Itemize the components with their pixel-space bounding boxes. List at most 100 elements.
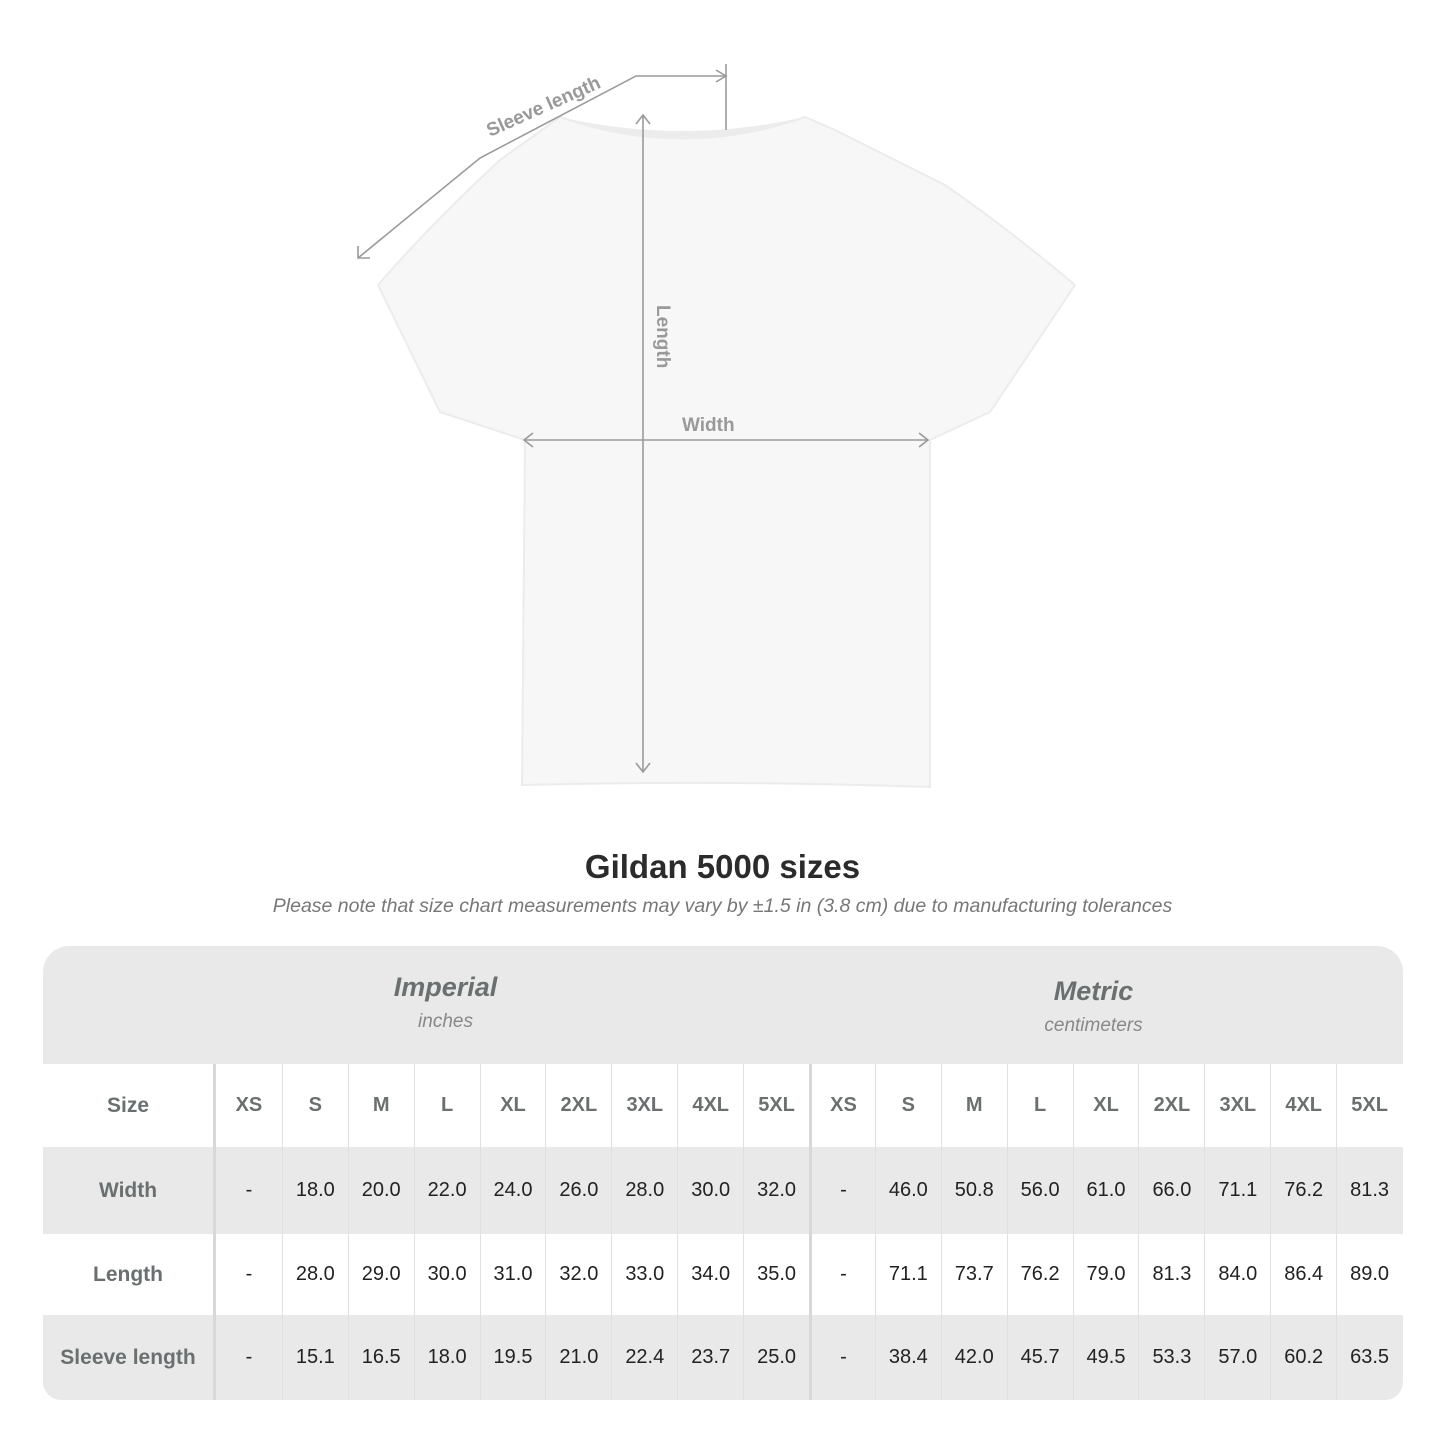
table-cell-imperial: 31.0 — [479, 1234, 546, 1315]
table-cell-metric: 71.1 — [874, 1234, 941, 1315]
length-label: Length — [652, 305, 673, 368]
size-header-metric: 3XL — [1204, 1064, 1270, 1147]
size-header-imperial: 5XL — [743, 1064, 809, 1147]
table-cell-metric: - — [809, 1315, 875, 1400]
size-header-metric: M — [940, 1064, 1007, 1147]
unit-header-band — [43, 946, 1403, 1064]
length-arrow-top — [635, 113, 651, 125]
table-cell-imperial: - — [245, 1179, 253, 1201]
table-cell-metric: 60.2 — [1270, 1315, 1336, 1400]
row-label: Size — [43, 1064, 216, 1147]
size-header-imperial: XL — [479, 1064, 546, 1147]
table-cell-imperial: 33.0 — [611, 1234, 677, 1315]
tshirt-diagram: Sleeve length Length Width — [357, 64, 1077, 789]
sleeve-measure-line — [357, 75, 726, 259]
table-cell-metric: 56.0 — [1006, 1147, 1073, 1234]
size-header-metric: L — [1006, 1064, 1073, 1147]
table-cell-imperial: 24.0 — [479, 1147, 546, 1234]
table-cell-metric: 79.0 — [1072, 1234, 1139, 1315]
table-cell-imperial: - — [245, 1263, 253, 1285]
table-cell-imperial: 16.5 — [347, 1315, 414, 1400]
table-row: Length -28.0 29.0 30.0 31.0 32.0 33.0 34.0 35.0-… — [43, 1234, 1403, 1315]
table-cell-metric: 53.3 — [1138, 1315, 1204, 1400]
row-label: Length — [43, 1234, 216, 1315]
table-cell-metric: 45.7 — [1006, 1315, 1073, 1400]
table-cell-metric: 73.7 — [940, 1234, 1007, 1315]
metric-header: Metric centimeters — [810, 976, 1377, 1037]
size-header-metric: 2XL — [1138, 1064, 1204, 1147]
sleeve-arrow-end — [715, 69, 728, 83]
table-cell-imperial: 34.0 — [677, 1234, 743, 1315]
table-row: Sleeve length - 15.1 16.5 18.0 19.5 21.0 22.4 23… — [43, 1315, 1403, 1400]
row-label: Width — [43, 1147, 216, 1234]
table-cell-metric: 71.1 — [1204, 1147, 1270, 1234]
table-cell-imperial: 20.0 — [347, 1147, 414, 1234]
imperial-header: Imperial inches — [216, 972, 675, 1033]
table-cell-metric: 84.0 — [1204, 1234, 1270, 1315]
collar — [560, 117, 805, 139]
tolerance-note: Please note that size chart measurements… — [272, 895, 1173, 917]
table-cell-metric: 63.5 — [1336, 1315, 1402, 1400]
size-header-imperial: 4XL — [677, 1064, 743, 1147]
size-header-imperial: L — [413, 1064, 480, 1147]
table-cell-metric: 81.3 — [1138, 1234, 1204, 1315]
table-cell-imperial: 28.0 — [281, 1234, 348, 1315]
row-label: Sleeve length — [43, 1315, 216, 1400]
table-cell-metric: 49.5 — [1072, 1315, 1139, 1400]
table-cell-imperial: 32.0 — [743, 1147, 809, 1234]
size-header-metric: XL — [1072, 1064, 1139, 1147]
table-cell-imperial: 19.5 — [479, 1315, 546, 1400]
table-cell-metric: 81.3 — [1336, 1147, 1402, 1234]
metric-unit: centimeters — [1044, 1015, 1143, 1036]
size-header-imperial: XS — [235, 1094, 263, 1116]
table-cell-imperial: 35.0 — [743, 1234, 809, 1315]
table-cell-imperial: 29.0 — [347, 1234, 414, 1315]
table-cell-imperial: 25.0 — [743, 1315, 809, 1400]
table-cell-imperial: 15.1 — [281, 1315, 348, 1400]
table-cell-imperial: 22.4 — [611, 1315, 677, 1400]
table-cell-metric: 61.0 — [1072, 1147, 1139, 1234]
width-arrow-right — [918, 432, 930, 448]
table-cell-metric: 57.0 — [1204, 1315, 1270, 1400]
table-cell-metric: 86.4 — [1270, 1234, 1336, 1315]
table-cell-imperial: 23.7 — [677, 1315, 743, 1400]
tshirt-image — [376, 115, 1077, 789]
table-cell-imperial: 26.0 — [545, 1147, 611, 1234]
table-cell-imperial: - — [245, 1346, 253, 1368]
sleeve-arrow — [357, 246, 370, 259]
table-cell-imperial: 28.0 — [611, 1147, 677, 1234]
width-arrow-left — [522, 432, 534, 448]
table-cell-metric: 42.0 — [940, 1315, 1007, 1400]
size-header-imperial: 3XL — [611, 1064, 677, 1147]
chart-title: Gildan 5000 sizes — [584, 848, 861, 885]
table-row: Width -18.0 20.0 22.0 24.0 26.0 28.0 30.0 32.0-4… — [43, 1147, 1403, 1234]
table-cell-metric: 89.0 — [1336, 1234, 1402, 1315]
table-cell-metric: - — [809, 1234, 875, 1315]
size-header-imperial: S — [281, 1064, 348, 1147]
size-header-imperial: M — [347, 1064, 414, 1147]
table-cell-imperial: 22.0 — [413, 1147, 480, 1234]
table-cell-imperial: 32.0 — [545, 1234, 611, 1315]
table-cell-metric: 76.2 — [1006, 1234, 1073, 1315]
table-cell-metric: - — [809, 1147, 875, 1234]
imperial-unit: inches — [418, 1011, 473, 1032]
table-cell-imperial: 18.0 — [281, 1147, 348, 1234]
table-cell-imperial: 30.0 — [413, 1234, 480, 1315]
size-header-metric: 4XL — [1270, 1064, 1336, 1147]
table-cell-imperial: 21.0 — [545, 1315, 611, 1400]
table-cell-imperial: 18.0 — [413, 1315, 480, 1400]
table-cell-metric: 50.8 — [940, 1147, 1007, 1234]
table-cell-metric: 66.0 — [1138, 1147, 1204, 1234]
size-header-metric: S — [874, 1064, 941, 1147]
size-header-row: Size XS S M L XL 2XL 3XL 4XL 5XL XS S M L XL 2XL 3XL 4XL 5… — [43, 1064, 1403, 1147]
table-cell-metric: 38.4 — [874, 1315, 941, 1400]
size-table: Imperial inches Metric centimeters Size X… — [43, 946, 1403, 1400]
table-cell-imperial: 30.0 — [677, 1147, 743, 1234]
table-cell-metric: 46.0 — [874, 1147, 941, 1234]
width-label: Width — [682, 415, 735, 436]
size-header-metric: XS — [809, 1064, 875, 1147]
size-header-metric: 5XL — [1336, 1064, 1402, 1147]
table-cell-metric: 76.2 — [1270, 1147, 1336, 1234]
imperial-title: Imperial — [393, 972, 498, 1002]
length-arrow-bottom — [635, 762, 651, 774]
